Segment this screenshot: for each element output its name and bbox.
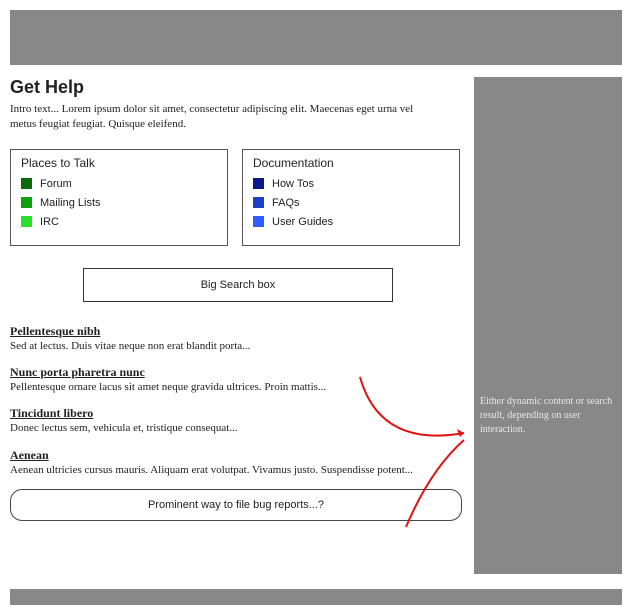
page-body: Get Help Intro text... Lorem ipsum dolor… bbox=[10, 77, 622, 574]
result-entry[interactable]: Pellentesque nibh Sed at lectus. Duis vi… bbox=[10, 324, 466, 353]
result-summary: Sed at lectus. Duis vitae neque non erat… bbox=[10, 339, 466, 353]
docs-item-label: FAQs bbox=[272, 197, 300, 209]
docs-item-label: User Guides bbox=[272, 216, 333, 228]
right-sidebar: Either dynamic content or search result,… bbox=[474, 77, 622, 574]
places-item-label: Mailing Lists bbox=[40, 197, 101, 209]
search-input[interactable]: Big Search box bbox=[83, 268, 393, 302]
places-to-talk-box: Places to Talk Forum Mailing Lists IRC bbox=[10, 149, 228, 246]
file-bug-button[interactable]: Prominent way to file bug reports...? bbox=[10, 489, 462, 521]
result-summary: Donec lectus sem, vehicula et, tristique… bbox=[10, 421, 466, 435]
result-entry[interactable]: Nunc porta pharetra nunc Pellentesque or… bbox=[10, 365, 466, 394]
documentation-box: Documentation How Tos FAQs User Guides bbox=[242, 149, 460, 246]
search-placeholder: Big Search box bbox=[201, 279, 276, 291]
intro-text: Intro text... Lorem ipsum dolor sit amet… bbox=[10, 102, 440, 133]
places-box-title: Places to Talk bbox=[21, 156, 217, 170]
results-list: Pellentesque nibh Sed at lectus. Duis vi… bbox=[10, 324, 466, 477]
docs-item-howtos[interactable]: How Tos bbox=[253, 178, 449, 190]
docs-item-faqs[interactable]: FAQs bbox=[253, 197, 449, 209]
docs-item-label: How Tos bbox=[272, 178, 314, 190]
places-item-label: Forum bbox=[40, 178, 72, 190]
docs-item-userguides[interactable]: User Guides bbox=[253, 216, 449, 228]
docs-box-title: Documentation bbox=[253, 156, 449, 170]
result-title: Tincidunt libero bbox=[10, 406, 466, 421]
docs-list: How Tos FAQs User Guides bbox=[253, 178, 449, 228]
result-title: Aenean bbox=[10, 448, 466, 463]
footer-bar bbox=[10, 589, 622, 605]
places-item-forum[interactable]: Forum bbox=[21, 178, 217, 190]
swatch-icon bbox=[21, 197, 32, 208]
main-column: Get Help Intro text... Lorem ipsum dolor… bbox=[10, 77, 474, 574]
result-title: Nunc porta pharetra nunc bbox=[10, 365, 466, 380]
swatch-icon bbox=[253, 197, 264, 208]
boxes-row: Places to Talk Forum Mailing Lists IRC bbox=[10, 149, 466, 246]
result-entry[interactable]: Tincidunt libero Donec lectus sem, vehic… bbox=[10, 406, 466, 435]
header-bar bbox=[10, 10, 622, 65]
result-entry[interactable]: Aenean Aenean ultricies cursus mauris. A… bbox=[10, 448, 466, 477]
places-list: Forum Mailing Lists IRC bbox=[21, 178, 217, 228]
result-summary: Pellentesque ornare lacus sit amet neque… bbox=[10, 380, 466, 394]
search-wrap: Big Search box bbox=[10, 268, 466, 302]
sidebar-note: Either dynamic content or search result,… bbox=[480, 395, 616, 437]
places-item-mailing-lists[interactable]: Mailing Lists bbox=[21, 197, 217, 209]
swatch-icon bbox=[253, 216, 264, 227]
swatch-icon bbox=[21, 216, 32, 227]
page-title: Get Help bbox=[10, 77, 466, 98]
swatch-icon bbox=[253, 178, 264, 189]
swatch-icon bbox=[21, 178, 32, 189]
places-item-irc[interactable]: IRC bbox=[21, 216, 217, 228]
file-bug-label: Prominent way to file bug reports...? bbox=[148, 499, 324, 511]
result-summary: Aenean ultricies cursus mauris. Aliquam … bbox=[10, 463, 466, 477]
result-title: Pellentesque nibh bbox=[10, 324, 466, 339]
places-item-label: IRC bbox=[40, 216, 59, 228]
